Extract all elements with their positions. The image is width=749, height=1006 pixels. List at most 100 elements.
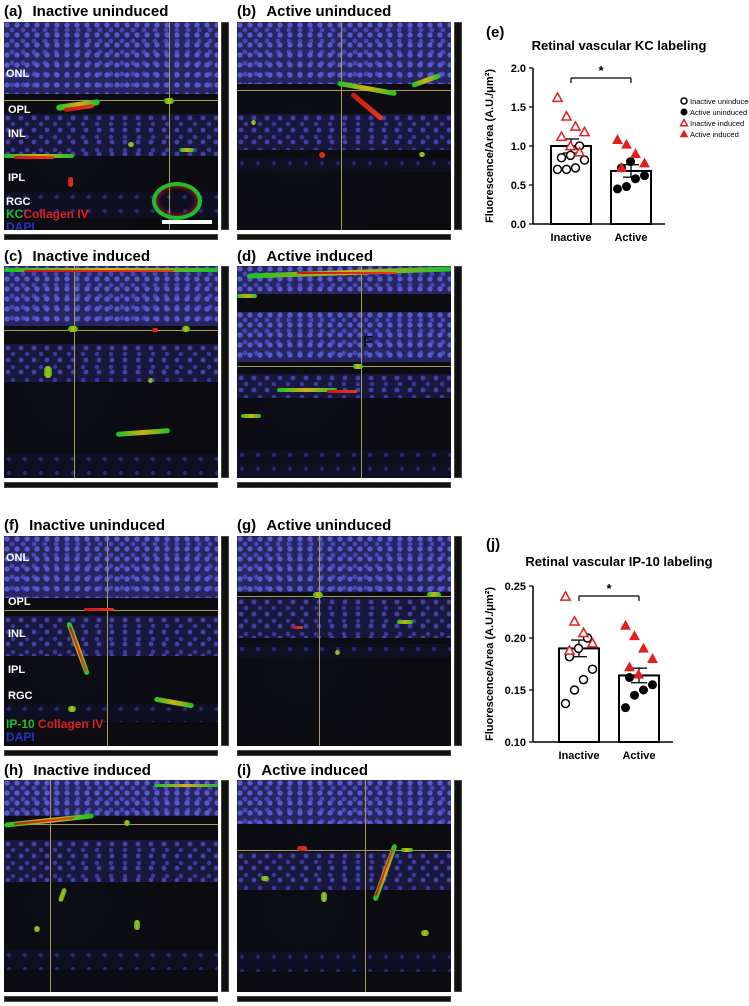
vessel [180,148,194,152]
chart-e: Retinal vascular KC labeling 0.0 0.5 1.0 1.… [484,38,749,244]
stain-legend-bottom: IP-10 Collagen IV DAPI [6,718,103,744]
ortho-strip-bottom [4,482,218,488]
layer-label: RGC [8,690,33,702]
vessel [124,820,130,826]
data-point [626,157,635,167]
vessel [84,608,114,611]
data-point [577,626,590,638]
vessel [154,784,218,787]
data-point [578,125,591,137]
vessel [14,156,54,159]
layer-label: INL [8,128,26,140]
ortho-strip-bottom [237,996,451,1002]
data-point [612,134,623,144]
chart-j: Retinal vascular IP-10 labeling 0.10 0.15… [484,554,713,762]
panel-h-label: (h) Inactive induced [4,762,151,779]
panel-c-letter: (c) [4,248,23,265]
chart-e-plot: 0.0 0.5 1.0 1.5 2.0 Fluorescence/Area (A.U./μ… [484,63,749,244]
category-label: Inactive [551,232,592,244]
data-point [552,164,563,175]
inl-band [4,114,218,156]
data-point [568,615,581,626]
micrograph-c [4,266,218,478]
data-point [679,118,689,127]
panel-g-label: (g) Active uninduced [237,517,391,534]
ortho-strip-right [454,22,462,230]
micrograph-h [4,780,218,992]
vessel-ring [152,182,202,220]
category-label: Inactive [559,750,600,762]
panel-i-label: (i) Active induced [237,762,368,779]
vessel [397,620,413,624]
panel-f-label: (f) Inactive uninduced [4,517,165,534]
ortho-strip-bottom [4,234,218,240]
data-point [616,162,627,173]
chart-e-title: Retinal vascular KC labeling [532,38,707,53]
chart-e-letter: (e) [486,24,505,41]
data-point [630,690,639,700]
vessel [297,846,307,851]
data-point [586,637,599,648]
y-tick-label: 0.20 [505,633,526,645]
data-point [639,685,648,695]
data-point [680,97,688,105]
vessel [237,294,257,298]
y-tick-label: 1.0 [511,141,526,153]
data-point [556,152,567,163]
data-point [620,619,631,630]
data-point [555,130,568,142]
layer-label: ONL [6,552,30,564]
data-point [565,150,576,161]
data-point [570,163,581,173]
vessel [421,930,429,936]
vessel [34,926,40,932]
scale-bar [162,220,212,224]
panel-c-title: Inactive induced [32,248,151,265]
ortho-strip-bottom [4,996,218,1002]
data-point [631,174,640,184]
vessel [164,98,174,104]
vessel [68,177,73,187]
data-point [638,642,649,653]
layer-label: OPL [8,596,31,608]
layer-label: RGC [6,196,31,208]
data-point [573,146,586,157]
vessel [277,388,337,392]
data-point [613,184,622,194]
data-point [648,680,657,690]
data-point [680,108,688,116]
panel-h-title: Inactive induced [33,762,151,779]
layer-label: IPL [8,172,26,184]
vessel [115,428,171,437]
vessel [24,270,174,272]
vessel [241,414,261,418]
panel-g-title: Active uninduced [266,517,392,534]
micrograph-a: ONL OPL INL IPL RGC KCCollagen IV DAPI [4,22,218,230]
chart-j-plot: 0.10 0.15 0.20 0.25 Fluorescence/Area (A.U./… [484,581,673,762]
y-axis-label: Fluorescence/Area (A.U./μm²) [484,69,496,223]
vessel [401,848,413,852]
y-tick-label: 0.5 [511,180,526,192]
panel-i-letter: (i) [237,762,252,779]
ortho-strip-bottom [237,482,451,488]
ortho-strip-right [221,266,229,478]
vessel [353,364,363,369]
data-point [679,129,689,138]
ortho-strip-right [454,536,462,746]
stain-green: IP-10 [6,717,35,731]
panel-b-title: Active uninduced [266,3,392,20]
data-point [624,661,635,672]
chart-j-title: Retinal vascular IP-10 labeling [525,554,712,569]
panel-i-title: Active induced [261,762,369,779]
vessel [419,152,425,157]
vessel [68,326,78,332]
legend-entry: Active induced [690,130,739,139]
ortho-strip-right [454,266,462,478]
panel-d-title: Active induced [266,248,374,265]
micrograph-f: ONL OPL INL IPL RGC IP-10 Collagen IV DA… [4,536,218,746]
stain-red: Collagen IV [23,207,89,221]
legend-entry: Active uninduced [690,108,747,117]
data-point [561,164,572,175]
layer-label: INL [8,628,26,640]
data-point [563,644,576,655]
